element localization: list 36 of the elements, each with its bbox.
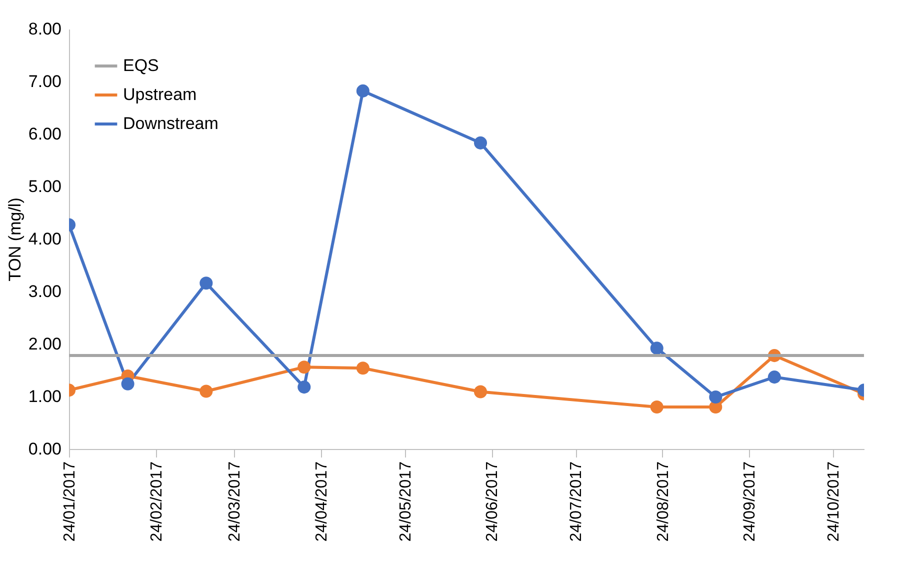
y-tick-label: 7.00	[28, 72, 62, 91]
x-tick-label: 24/06/2017	[484, 461, 502, 542]
x-tick-label: 24/01/2017	[62, 461, 78, 542]
legend-label: Upstream	[123, 85, 197, 104]
legend-label: Downstream	[123, 114, 218, 133]
point	[650, 400, 664, 414]
point	[200, 276, 213, 290]
y-axis-title: TON (mg/l)	[5, 198, 24, 282]
point	[356, 362, 370, 375]
point	[121, 377, 134, 390]
point	[768, 370, 781, 384]
point	[356, 84, 370, 98]
point	[650, 342, 664, 355]
point	[474, 136, 488, 150]
legend-label: EQS	[123, 56, 159, 75]
point	[474, 385, 488, 398]
y-tick-label: 3.00	[28, 282, 62, 301]
x-tick-label: 24/07/2017	[568, 461, 586, 542]
x-tick-label: 24/09/2017	[742, 461, 759, 542]
x-tick-label: 24/05/2017	[397, 461, 414, 542]
y-tick-label: 2.00	[28, 334, 62, 354]
x-tick-label: 24/10/2017	[826, 461, 843, 542]
y-tick-label: 4.00	[28, 230, 62, 248]
point	[200, 384, 213, 398]
point	[709, 390, 722, 404]
x-tick-label: 24/08/2017	[654, 461, 672, 542]
y-tick-label: 5.00	[28, 177, 62, 196]
y-tick-label: 0.00	[28, 440, 62, 458]
y-tick-label: 8.00	[28, 20, 62, 38]
y-tick-label: 6.00	[28, 124, 62, 144]
x-tick-label: 24/02/2017	[148, 461, 166, 542]
x-tick-label: 24/04/2017	[313, 461, 330, 542]
point	[298, 360, 311, 374]
x-tick-label: 24/03/2017	[226, 461, 244, 542]
y-tick-label: 1.00	[28, 387, 62, 406]
point	[298, 380, 311, 394]
